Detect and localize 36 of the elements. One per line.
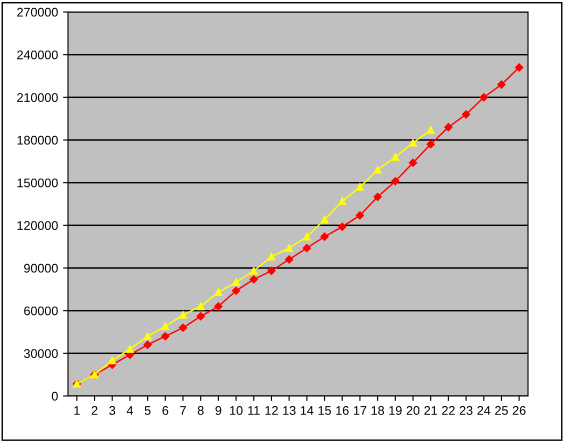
x-tick-label: 14 [300, 406, 314, 415]
y-tick-label: 30000 [24, 349, 58, 358]
y-tick-label: 240000 [17, 50, 58, 60]
y-tick-label: 210000 [17, 93, 58, 102]
x-tick-label: 10 [230, 406, 243, 415]
x-tick-label: 3 [109, 406, 116, 415]
x-tick-label: 16 [336, 406, 349, 415]
x-tick-label: 25 [495, 406, 508, 415]
x-tick-label: 7 [180, 406, 186, 415]
x-tick-label: 19 [389, 406, 402, 415]
y-tick-label: 90000 [24, 264, 58, 273]
y-tick-label: 180000 [18, 136, 58, 145]
x-tick-label: 2 [92, 406, 98, 415]
x-tick-label: 4 [126, 406, 134, 415]
x-tick-label: 15 [318, 406, 331, 415]
x-tick-label: 17 [354, 406, 366, 415]
y-tick-label: 0 [52, 392, 58, 401]
x-tick-label: 23 [460, 406, 472, 415]
y-tick-label: 270000 [17, 8, 58, 17]
x-tick-label: 8 [198, 406, 204, 415]
y-tick-label: 120000 [18, 221, 58, 230]
x-tick-label: 26 [512, 406, 526, 415]
y-tick-label: 150000 [18, 178, 58, 188]
x-tick-label: 9 [215, 406, 222, 415]
x-tick-label: 21 [424, 406, 438, 415]
y-tick-label: 60000 [24, 306, 58, 316]
x-tick-label: 20 [406, 406, 420, 415]
x-tick-label: 6 [162, 406, 168, 415]
x-tick-label: 22 [442, 406, 455, 415]
x-tick-label: 11 [248, 406, 260, 415]
x-tick-label: 18 [372, 406, 384, 415]
x-tick-label: 1 [74, 406, 80, 415]
x-tick-label: 5 [144, 406, 151, 415]
x-tick-label: 24 [477, 406, 490, 415]
x-tick-label: 12 [265, 406, 278, 415]
x-tick-label: 13 [283, 406, 296, 415]
